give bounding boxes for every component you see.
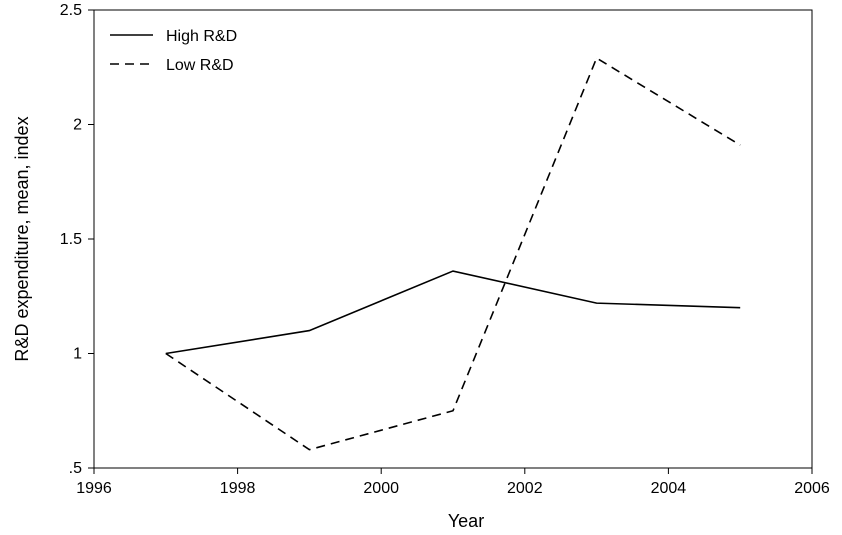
y-tick-label: 2 bbox=[73, 117, 82, 134]
series-line-low-r-d bbox=[165, 56, 741, 451]
series-layer bbox=[165, 56, 741, 451]
legend-label-low-rd: Low R&D bbox=[166, 57, 234, 74]
y-tick-label: 1.5 bbox=[60, 231, 82, 248]
y-tick-label: 2.5 bbox=[60, 2, 82, 19]
x-tick-label: 2000 bbox=[363, 480, 399, 497]
legend-label-high-rd: High R&D bbox=[166, 28, 237, 45]
x-tick-label: 1998 bbox=[220, 480, 256, 497]
x-axis: 1996 1998 2000 2002 2004 2006 bbox=[76, 468, 830, 497]
x-tick-label: 2006 bbox=[794, 480, 830, 497]
legend: High R&D Low R&D bbox=[110, 28, 237, 74]
series-line-high-r-d bbox=[165, 270, 741, 355]
plot-frame bbox=[93, 9, 813, 469]
x-tick-label: 1996 bbox=[76, 480, 112, 497]
x-tick-label: 2004 bbox=[651, 480, 687, 497]
y-tick-label: 1 bbox=[73, 346, 82, 363]
x-axis-title: Year bbox=[448, 511, 484, 531]
y-axis: .5 1 1.5 2 2.5 bbox=[60, 2, 94, 477]
y-axis-title: R&D expenditure, mean, index bbox=[12, 116, 32, 361]
x-tick-label: 2002 bbox=[507, 480, 543, 497]
y-tick-label: .5 bbox=[69, 460, 82, 477]
